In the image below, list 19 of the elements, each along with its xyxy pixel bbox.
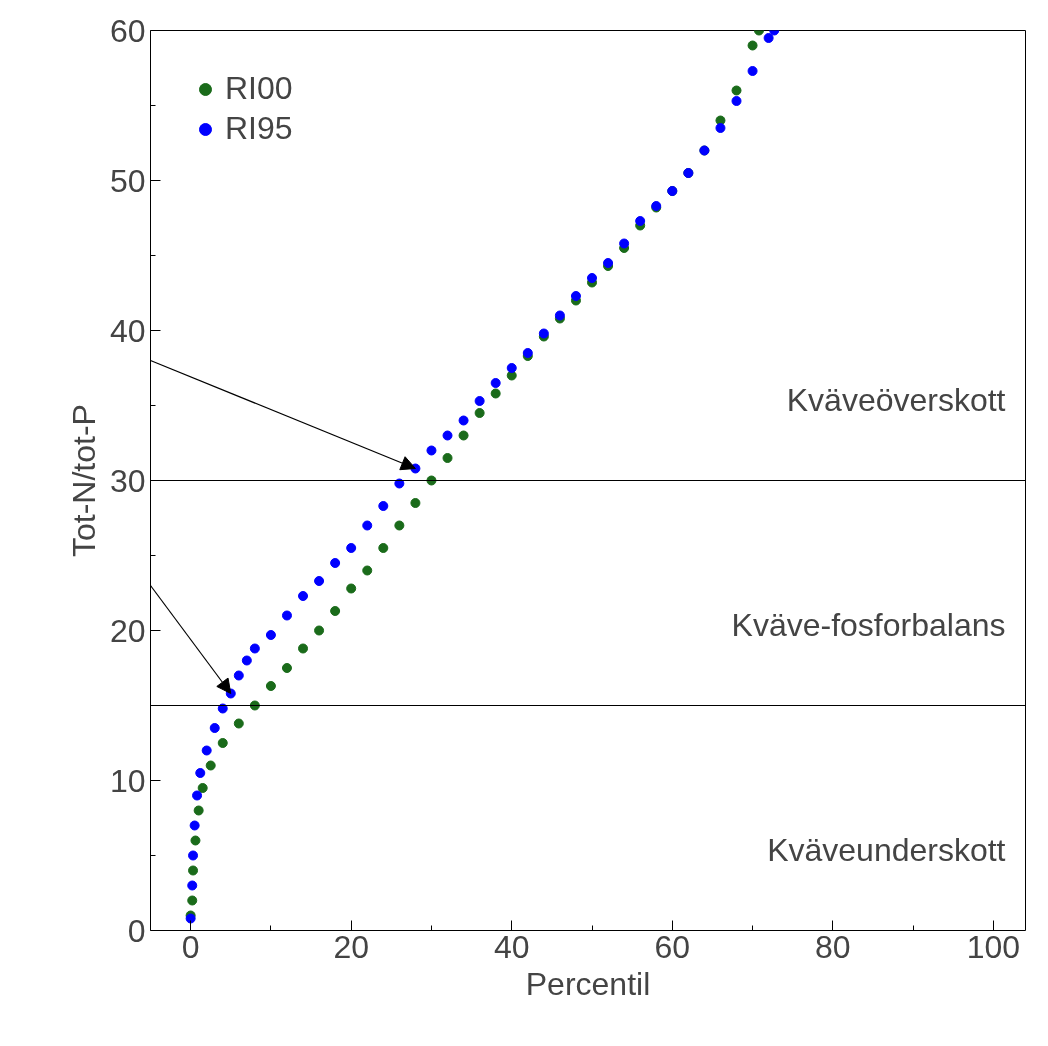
annotation: Kväveöverskott (786, 381, 1006, 418)
x-tick-label: 80 (815, 928, 851, 965)
y-axis-title: Tot-N/tot-P (65, 404, 102, 557)
annotation: Kväveunderskott (767, 831, 1006, 868)
y-tick-label: 10 (109, 762, 146, 799)
x-tick-label: 60 (654, 928, 691, 965)
y-tick-label: 30 (109, 462, 146, 499)
x-tick-label: 20 (333, 928, 369, 965)
y-tick-label: 20 (109, 612, 146, 649)
x-axis-title: Percentil (525, 965, 651, 1002)
x-tick-label: 0 (181, 928, 200, 965)
x-tick-label: 40 (493, 928, 530, 965)
y-tick-label: 50 (109, 162, 146, 199)
y-tick-label: 60 (109, 12, 146, 49)
legend-label: RI95 (225, 110, 293, 147)
x-tick-label: 100 (966, 928, 1021, 965)
legend-label: RI00 (225, 70, 293, 107)
annotation: Kväve-fosforbalans (731, 606, 1006, 643)
y-tick-label: 40 (109, 312, 146, 349)
